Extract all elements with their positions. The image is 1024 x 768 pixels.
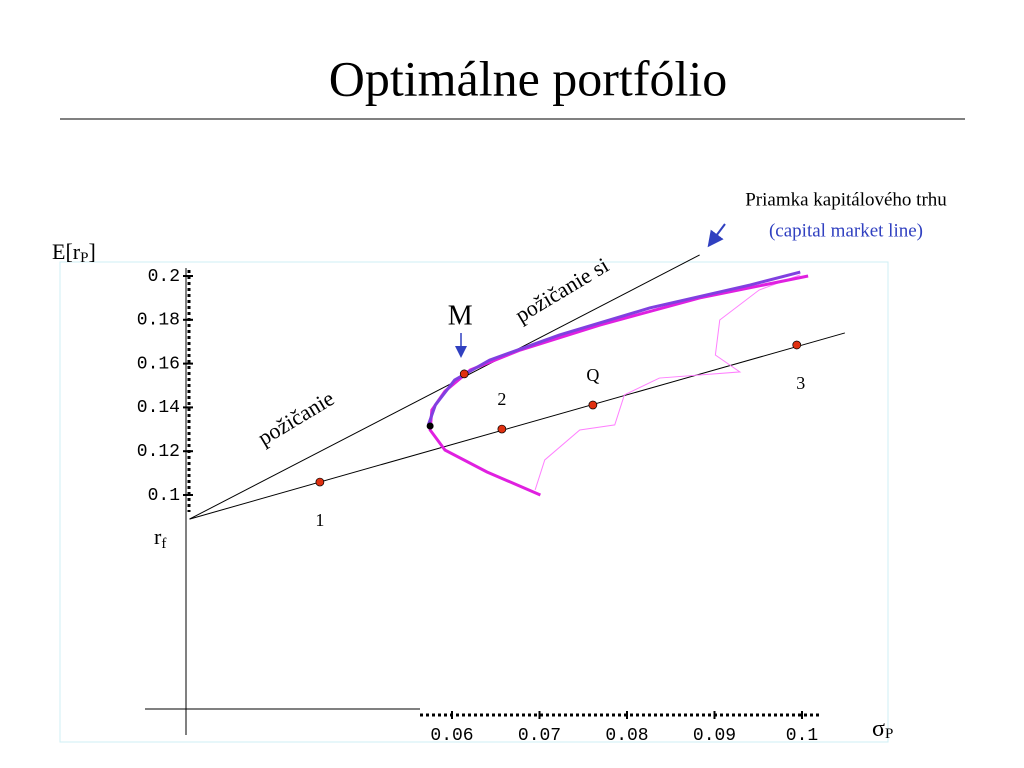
point xyxy=(497,424,507,434)
y-tick-label: 0.16 xyxy=(137,354,180,374)
y-tick-label: 0.12 xyxy=(137,442,180,462)
point-label: 1 xyxy=(315,510,324,530)
curve xyxy=(189,254,700,520)
x-tick-label: 0.07 xyxy=(518,726,561,746)
curve xyxy=(426,270,801,426)
point xyxy=(792,340,802,350)
title: Optimálne portfólio xyxy=(329,50,728,106)
curve xyxy=(189,332,846,520)
point-label: M xyxy=(448,300,473,331)
x-tick-label: 0.09 xyxy=(693,726,736,746)
y-label: E[rP] xyxy=(52,239,96,266)
y-tick-label: 0.14 xyxy=(137,398,180,418)
point xyxy=(588,400,598,410)
lending-label: požičanie xyxy=(253,385,338,450)
x-label: σP xyxy=(872,716,893,743)
cml-label-en: (capital market line) xyxy=(769,220,923,241)
x-tick-label: 0.08 xyxy=(605,726,648,746)
curve xyxy=(534,274,801,491)
point xyxy=(459,369,469,379)
y-tick-label: 0.18 xyxy=(137,311,180,331)
point-label: 3 xyxy=(796,373,805,393)
plot-frame xyxy=(59,261,889,743)
y-tick-label: 0.1 xyxy=(148,486,180,506)
cml-label: Priamka kapitálového trhu xyxy=(745,189,947,210)
curve xyxy=(428,274,809,497)
point xyxy=(315,477,325,487)
point-label: 2 xyxy=(497,389,506,409)
rf-label: rf xyxy=(154,524,166,552)
min-variance-point xyxy=(426,422,434,430)
cml-arrow xyxy=(707,223,726,248)
x-tick-label: 0.1 xyxy=(786,726,818,746)
y-tick-label: 0.2 xyxy=(148,267,180,287)
x-tick-label: 0.06 xyxy=(430,726,473,746)
borrowing-label: požičanie si xyxy=(511,252,613,327)
point-label: Q xyxy=(586,365,599,385)
